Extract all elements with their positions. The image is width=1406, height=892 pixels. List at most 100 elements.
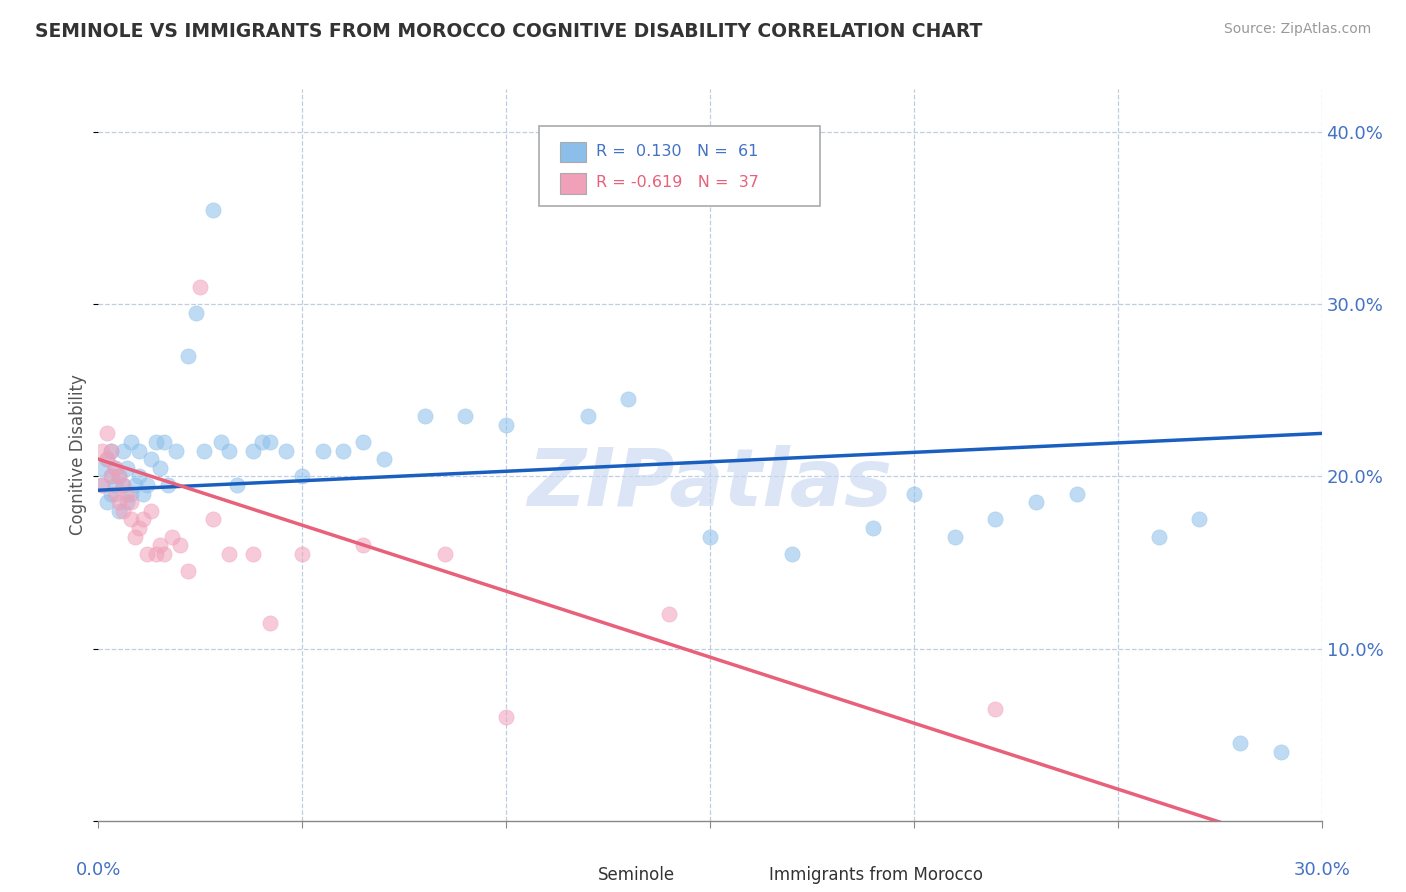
- Point: [111, 504, 134, 518]
- Point: [128, 443, 150, 458]
- Point: [1025, 495, 1047, 509]
- Point: [274, 443, 297, 458]
- Point: [984, 702, 1007, 716]
- Text: 0.0%: 0.0%: [76, 861, 121, 879]
- Point: [145, 435, 167, 450]
- Point: [141, 504, 163, 518]
- Point: [1229, 736, 1251, 750]
- Point: [136, 547, 159, 561]
- Point: [115, 460, 138, 475]
- Point: [91, 478, 114, 492]
- Point: [218, 547, 240, 561]
- Text: ZIPatlas: ZIPatlas: [527, 445, 893, 524]
- Point: [149, 460, 172, 475]
- Point: [132, 512, 155, 526]
- Point: [104, 460, 127, 475]
- Point: [226, 478, 249, 492]
- Point: [454, 409, 477, 424]
- Point: [177, 564, 200, 578]
- Point: [242, 443, 264, 458]
- Point: [108, 504, 131, 518]
- Point: [120, 512, 142, 526]
- Point: [152, 547, 174, 561]
- Point: [111, 478, 134, 492]
- Point: [413, 409, 436, 424]
- Point: [259, 615, 281, 630]
- Point: [576, 409, 599, 424]
- Point: [120, 486, 142, 500]
- Point: [91, 443, 114, 458]
- Point: [104, 478, 127, 492]
- Point: [115, 495, 138, 509]
- Point: [193, 443, 215, 458]
- Point: [111, 443, 134, 458]
- Point: [699, 530, 721, 544]
- Point: [862, 521, 884, 535]
- Point: [165, 443, 187, 458]
- Point: [132, 486, 155, 500]
- Point: [1270, 745, 1292, 759]
- Point: [780, 547, 803, 561]
- Point: [91, 460, 114, 475]
- Point: [434, 547, 457, 561]
- Point: [115, 486, 138, 500]
- Point: [373, 452, 395, 467]
- Point: [495, 710, 517, 724]
- Point: [96, 452, 118, 467]
- Point: [156, 478, 179, 492]
- FancyBboxPatch shape: [564, 867, 591, 888]
- Point: [145, 547, 167, 561]
- Point: [128, 521, 150, 535]
- Point: [141, 452, 163, 467]
- Point: [209, 435, 232, 450]
- Point: [96, 426, 118, 441]
- Point: [177, 349, 200, 363]
- Point: [149, 538, 172, 552]
- Point: [291, 547, 314, 561]
- Point: [100, 486, 122, 500]
- Point: [495, 417, 517, 432]
- FancyBboxPatch shape: [560, 173, 586, 194]
- Point: [104, 460, 127, 475]
- Point: [108, 495, 131, 509]
- Point: [108, 469, 131, 483]
- Point: [100, 469, 122, 483]
- Point: [111, 478, 134, 492]
- Point: [100, 443, 122, 458]
- Point: [259, 435, 281, 450]
- Point: [160, 530, 183, 544]
- Point: [312, 443, 335, 458]
- FancyBboxPatch shape: [538, 126, 820, 206]
- Text: SEMINOLE VS IMMIGRANTS FROM MOROCCO COGNITIVE DISABILITY CORRELATION CHART: SEMINOLE VS IMMIGRANTS FROM MOROCCO COGN…: [35, 22, 983, 41]
- Point: [1147, 530, 1170, 544]
- Text: R =  0.130   N =  61: R = 0.130 N = 61: [596, 144, 759, 159]
- Point: [100, 443, 122, 458]
- Point: [96, 495, 118, 509]
- Point: [250, 435, 273, 450]
- Point: [100, 469, 122, 483]
- Text: 30.0%: 30.0%: [1294, 861, 1350, 879]
- Point: [201, 512, 224, 526]
- Point: [1188, 512, 1211, 526]
- FancyBboxPatch shape: [560, 142, 586, 162]
- Point: [124, 478, 146, 492]
- Point: [201, 202, 224, 217]
- Point: [943, 530, 966, 544]
- Text: Source: ZipAtlas.com: Source: ZipAtlas.com: [1223, 22, 1371, 37]
- Point: [136, 478, 159, 492]
- FancyBboxPatch shape: [734, 867, 762, 888]
- Point: [617, 392, 640, 406]
- Point: [128, 469, 150, 483]
- Point: [188, 280, 212, 294]
- Point: [242, 547, 264, 561]
- Point: [1066, 486, 1088, 500]
- Point: [186, 306, 208, 320]
- Point: [352, 538, 374, 552]
- Point: [218, 443, 240, 458]
- Y-axis label: Cognitive Disability: Cognitive Disability: [69, 375, 87, 535]
- Text: Immigrants from Morocco: Immigrants from Morocco: [769, 866, 983, 885]
- Point: [96, 452, 118, 467]
- Point: [169, 538, 191, 552]
- Point: [903, 486, 925, 500]
- Text: Seminole: Seminole: [598, 866, 675, 885]
